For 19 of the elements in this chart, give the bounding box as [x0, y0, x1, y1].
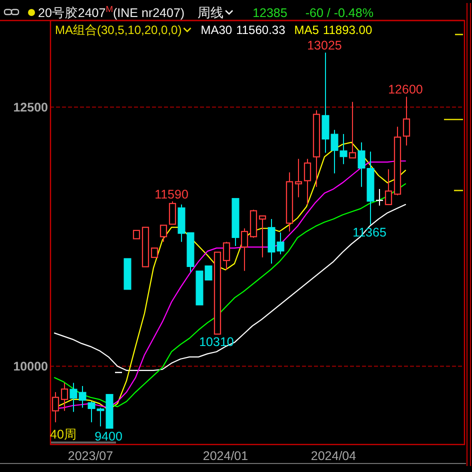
annotation: 11590: [154, 187, 188, 202]
x-tick: 2024/01: [202, 449, 248, 463]
y-tick: 12500: [13, 100, 48, 115]
legend-entry: MA5: [294, 23, 319, 37]
title: 20号胶2407$^{M}$(INE nr2407): [38, 4, 185, 20]
annotation: 11893.00: [322, 23, 372, 37]
annotation: 12600: [388, 82, 423, 97]
annotation: 11560.33: [236, 23, 286, 37]
y-tick: 10000: [13, 360, 48, 374]
annotation: 10310: [199, 335, 234, 350]
annotation: MA组合(30,5,10,20,0,0): [55, 23, 182, 37]
annotation: 13025: [307, 38, 342, 53]
annotation: 12385: [252, 6, 288, 20]
x-tick: 2023/07: [68, 449, 114, 463]
annotation: -60 / -0.48%: [305, 6, 374, 20]
annotation: 9400: [94, 429, 122, 444]
legend-entry: MA30: [200, 23, 232, 37]
x-tick: 2024/04: [310, 449, 356, 463]
subtitle: 周线: [198, 5, 224, 20]
